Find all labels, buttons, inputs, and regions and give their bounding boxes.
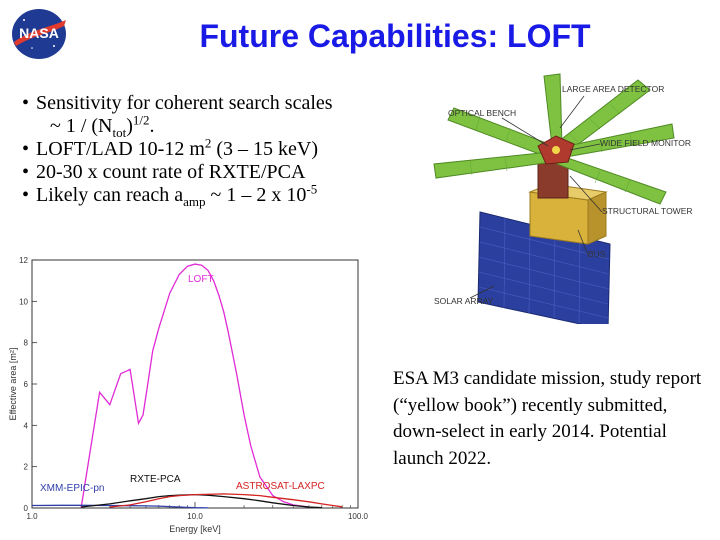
bullet-item: Sensitivity for coherent search scales~ …: [22, 92, 402, 139]
y-axis-label: Effective area [m²]: [8, 348, 18, 421]
y-tick-label: 6: [24, 380, 29, 389]
y-tick-label: 2: [24, 463, 29, 472]
bus: [529, 191, 589, 245]
series-line-loft: [80, 263, 309, 509]
y-tick-label: 8: [24, 339, 29, 348]
bullet-list: Sensitivity for coherent search scales~ …: [22, 92, 402, 208]
label-optical-bench: OPTICAL BENCH: [448, 108, 516, 118]
slide-title: Future Capabilities: LOFT: [199, 18, 591, 54]
plot-frame: [31, 259, 359, 509]
effective-area-chart: 1.0 10.0 100.0 0 2 4 6 8 10 12 Energy [keV] Effecti…: [8, 256, 369, 534]
x-axis-label: Energy [keV]: [169, 524, 221, 534]
label-structural-tower: STRUCTURAL TOWER: [602, 206, 693, 216]
loft-spacecraft-illustration: LARGE AREA DETECTOR OPTICAL BENCH WIDE F…: [433, 73, 693, 324]
y-tick-label: 10: [19, 297, 28, 306]
series-label: RXTE-PCA: [130, 474, 181, 485]
mission-caption: ESA M3 candidate mission, study report (…: [393, 368, 702, 469]
y-tick-label: 4: [24, 421, 29, 430]
bullet-item: 20-30 x count rate of RXTE/PCA: [22, 161, 402, 184]
series-line-astrosat-laxpc: [109, 493, 343, 508]
label-wide-field-monitor: WIDE FIELD MONITOR: [600, 138, 691, 148]
nasa-logo-text: NASA: [19, 25, 59, 41]
bullet-item: LOFT/LAD 10-12 m2 (3 – 15 keV): [22, 136, 402, 161]
y-tick-label: 12: [19, 256, 28, 265]
label-large-area-detector: LARGE AREA DETECTOR: [562, 84, 664, 94]
bullet-item: Likely can reach aamp ~ 1 – 2 x 10-5: [22, 182, 402, 208]
series-label: ASTROSAT-LAXPC: [236, 481, 325, 492]
large-area-detector: [433, 73, 675, 205]
x-tick-label: 1.0: [26, 512, 38, 521]
label-solar-array: SOLAR ARRAY: [434, 296, 494, 306]
series-label: LOFT: [188, 274, 214, 285]
series-line-xmm-epic-pn: [31, 504, 208, 509]
x-tick-label: 100.0: [348, 512, 369, 521]
x-tick-label: 10.0: [187, 512, 203, 521]
series-label: XMM-EPIC-pn: [40, 483, 104, 494]
label-bus: BUS: [588, 249, 606, 259]
nasa-logo: NASA: [12, 9, 66, 59]
y-tick-label: 0: [24, 504, 29, 513]
